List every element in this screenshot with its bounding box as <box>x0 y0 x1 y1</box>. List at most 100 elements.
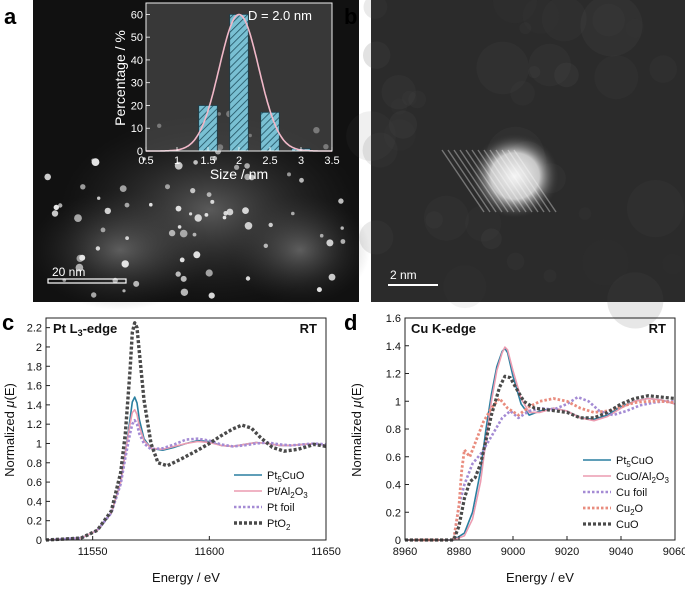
legend-c: Pt5CuO Pt/Al2O3 Pt foil PtO2 <box>234 470 308 532</box>
series-line-3 <box>45 419 327 542</box>
y-tick-label: 1 <box>36 438 42 450</box>
nanoparticle <box>100 227 106 233</box>
xas-series-cu <box>405 346 676 542</box>
y-tick-label: 0.4 <box>386 480 401 492</box>
nanoparticle <box>316 287 322 293</box>
single-nanoparticle <box>441 134 559 218</box>
axis-ticks-d: 8960 8980 9000 9020 9040 9060 0 0.2 0.4 0.6 0.8 1 1.… <box>386 313 685 558</box>
nanoparticle <box>319 233 324 238</box>
nanoparticle <box>326 239 334 247</box>
legend-label: Pt/Al2O3 <box>267 486 308 500</box>
legend-label: Cu foil <box>616 487 647 499</box>
nanoparticle <box>291 211 295 216</box>
nanoparticle <box>119 185 127 193</box>
nanoparticle <box>179 257 185 263</box>
y-tick-label: 0.8 <box>386 424 401 436</box>
nanoparticle <box>180 288 189 296</box>
edge-title-d: Cu K-edge <box>411 321 476 336</box>
x-tick-label: 9060 <box>663 546 685 558</box>
nanoparticle <box>208 292 215 299</box>
panel-label-d: d <box>344 310 357 335</box>
panel-label-c: c <box>2 310 14 335</box>
nanoparticle <box>58 203 63 208</box>
y-tick-label: 1.4 <box>386 341 401 353</box>
scale-bar-a <box>47 278 127 284</box>
nanoparticle <box>53 204 59 211</box>
inset-ytick: 0 <box>137 146 143 158</box>
nanoparticle <box>97 196 101 200</box>
nanoparticle <box>328 273 336 281</box>
nanoparticle <box>189 212 193 216</box>
nanoparticle <box>222 215 227 220</box>
condition-label-d: RT <box>649 321 666 336</box>
x-axis-label-d: Energy / eV <box>506 570 574 585</box>
nanoparticle <box>174 161 183 170</box>
nanoparticle <box>226 208 234 216</box>
y-tick-label: 1.6 <box>27 381 42 393</box>
nanoparticle <box>95 246 101 251</box>
y-tick-label: 0.2 <box>386 507 401 519</box>
nanoparticle <box>299 177 304 183</box>
nanoparticle <box>122 289 126 293</box>
inset-annotation: D = 2.0 nm <box>248 8 312 23</box>
nanoparticle <box>175 271 181 277</box>
histogram-bar-2 <box>229 13 249 152</box>
nanoparticle <box>75 263 84 272</box>
legend-label: Cu2O <box>616 503 644 517</box>
nanoparticle <box>165 184 170 190</box>
inset-xtick: 1.5 <box>200 155 215 167</box>
x-tick-label: 11650 <box>311 546 341 558</box>
nanoparticle <box>244 163 250 169</box>
condition-label-c: RT <box>300 321 317 336</box>
y-tick-label: 0.4 <box>27 496 42 508</box>
nanoparticle <box>204 213 209 217</box>
nanoparticle <box>79 254 86 261</box>
y-axis-label-c: Normalized μ(E) <box>2 383 17 477</box>
nanoparticle <box>242 207 249 215</box>
nanoparticle <box>340 226 344 230</box>
nanoparticle <box>51 210 59 217</box>
nanoparticle <box>205 269 213 277</box>
nanoparticle <box>125 236 129 241</box>
y-tick-label: 1.2 <box>386 369 401 381</box>
x-tick-label: 8980 <box>447 546 471 558</box>
nanoparticle <box>44 173 51 181</box>
nanoparticle <box>149 202 153 207</box>
nanoparticle <box>210 199 215 204</box>
y-tick-label: 0 <box>36 535 42 547</box>
y-tick-label: 1.4 <box>27 400 42 412</box>
legend-d: Pt5CuO CuO/Al2O3 Cu foil Cu2O CuO <box>583 455 669 531</box>
inset-ytick: 50 <box>131 32 143 44</box>
nanoparticle <box>179 229 188 238</box>
nanoparticle <box>180 275 187 282</box>
x-tick-label: 9040 <box>609 546 633 558</box>
legend-label: Pt5CuO <box>267 470 305 484</box>
y-tick-label: 0.8 <box>27 458 42 470</box>
scale-bar-label-b: 2 nm <box>390 268 417 282</box>
x-tick-label: 11550 <box>78 546 108 558</box>
panel-c: c 11550 11600 11650 0 0.2 0.4 0.6 0.8 1 1.2 1.4 1.6… <box>2 310 341 585</box>
inset-ticks: 0.5 1 1.5 2 2.5 3 3.5 0 10 20 30 40 50 60 <box>131 9 340 167</box>
y-tick-label: 1 <box>395 396 401 408</box>
nanoparticle <box>338 198 344 204</box>
nanoparticle <box>177 225 182 229</box>
y-tick-label: 1.2 <box>27 419 42 431</box>
nanoparticle <box>133 280 140 287</box>
axis-ticks-c: 11550 11600 11650 0 0.2 0.4 0.6 0.8 1 1.2 1.4 1.6 1.… <box>27 323 341 558</box>
x-tick-label: 11600 <box>194 546 224 558</box>
nanoparticle <box>74 214 82 223</box>
x-axis-label-c: Energy / eV <box>152 570 220 585</box>
inset-xtick: 1 <box>174 155 180 167</box>
y-tick-label: 2.2 <box>27 323 42 335</box>
nanoparticle <box>340 239 346 244</box>
edge-title-c: Pt L3-edge <box>53 321 117 338</box>
inset-xtick: 2.5 <box>262 155 277 167</box>
nanoparticle <box>80 184 86 190</box>
inset-xtick: 3 <box>298 155 304 167</box>
series-line-1 <box>405 347 676 541</box>
y-tick-label: 1.8 <box>27 361 42 373</box>
nanoparticle <box>244 173 251 181</box>
inset-ylabel: Percentage / % <box>112 30 128 126</box>
plot-frame-c <box>45 317 327 541</box>
